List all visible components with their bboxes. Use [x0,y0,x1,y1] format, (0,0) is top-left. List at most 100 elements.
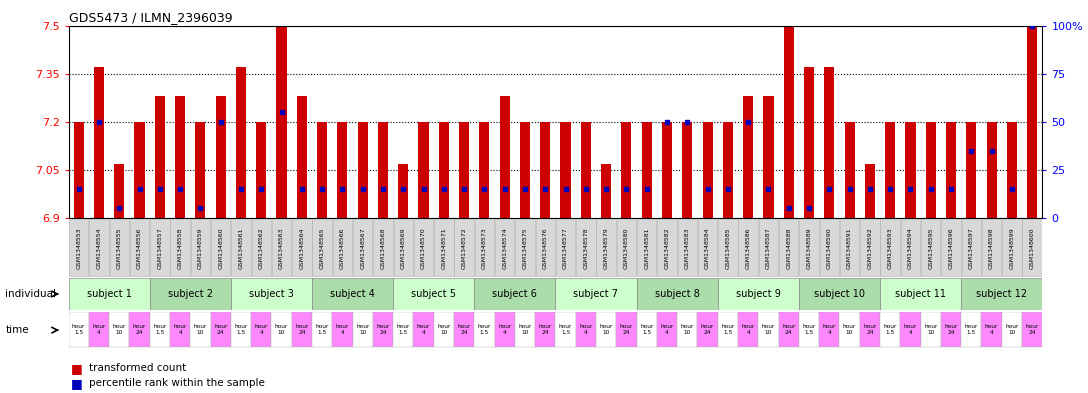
Text: GSM1348573: GSM1348573 [482,227,487,269]
FancyBboxPatch shape [961,312,981,347]
Text: GSM1348560: GSM1348560 [219,227,223,269]
FancyBboxPatch shape [535,312,555,347]
Bar [154,96,165,218]
FancyBboxPatch shape [576,312,596,347]
Text: hour
4: hour 4 [660,324,673,335]
Text: hour
1.5: hour 1.5 [316,324,329,335]
FancyBboxPatch shape [171,219,190,277]
FancyBboxPatch shape [800,219,819,277]
Bar [945,122,956,218]
FancyBboxPatch shape [920,219,940,277]
Text: hour
24: hour 24 [782,324,795,335]
Text: GSM1348582: GSM1348582 [665,227,669,269]
FancyBboxPatch shape [900,312,920,347]
FancyBboxPatch shape [312,278,393,310]
Text: subject 11: subject 11 [895,289,947,299]
Text: hour
1.5: hour 1.5 [802,324,816,335]
Bar [297,96,307,218]
Text: GSM1348599: GSM1348599 [1010,227,1014,269]
FancyBboxPatch shape [738,312,758,347]
Text: hour
24: hour 24 [457,324,471,335]
FancyBboxPatch shape [556,219,576,277]
Text: ■: ■ [71,376,83,390]
Bar [74,122,84,218]
Text: subject 6: subject 6 [493,289,537,299]
FancyBboxPatch shape [941,219,961,277]
FancyBboxPatch shape [799,312,819,347]
Text: GSM1348595: GSM1348595 [928,227,934,269]
Bar [459,122,469,218]
FancyBboxPatch shape [89,219,109,277]
Text: hour
10: hour 10 [356,324,370,335]
FancyBboxPatch shape [516,219,534,277]
Text: GSM1348566: GSM1348566 [339,227,345,269]
Bar [175,96,185,218]
FancyBboxPatch shape [413,312,434,347]
FancyBboxPatch shape [981,219,1001,277]
Text: hour
10: hour 10 [762,324,775,335]
FancyBboxPatch shape [373,219,393,277]
Text: subject 7: subject 7 [573,289,618,299]
Text: GSM1348553: GSM1348553 [76,227,82,269]
FancyBboxPatch shape [353,219,372,277]
FancyBboxPatch shape [474,278,555,310]
FancyBboxPatch shape [271,312,292,347]
Text: hour
1.5: hour 1.5 [559,324,572,335]
FancyBboxPatch shape [819,312,840,347]
Text: GSM1348575: GSM1348575 [522,227,528,269]
FancyBboxPatch shape [231,312,251,347]
FancyBboxPatch shape [454,312,474,347]
FancyBboxPatch shape [636,312,657,347]
FancyBboxPatch shape [110,219,129,277]
Bar [499,96,510,218]
FancyBboxPatch shape [413,219,433,277]
Bar [114,163,124,218]
Text: hour
24: hour 24 [944,324,957,335]
FancyBboxPatch shape [981,312,1002,347]
FancyBboxPatch shape [718,278,799,310]
Bar [844,122,855,218]
FancyBboxPatch shape [251,219,271,277]
Text: GSM1348561: GSM1348561 [238,227,244,269]
FancyBboxPatch shape [69,219,88,277]
Text: hour
1.5: hour 1.5 [640,324,654,335]
Text: ■: ■ [71,362,83,375]
Text: hour
10: hour 10 [518,324,532,335]
Text: hour
1.5: hour 1.5 [234,324,248,335]
Text: hour
4: hour 4 [579,324,593,335]
Bar [438,122,449,218]
Bar [703,122,713,218]
Bar [642,122,652,218]
Text: hour
4: hour 4 [417,324,430,335]
FancyBboxPatch shape [1002,312,1022,347]
Text: GSM1348590: GSM1348590 [827,227,832,269]
Bar [987,122,997,218]
Text: hour
1.5: hour 1.5 [72,324,85,335]
Text: GSM1348555: GSM1348555 [116,227,122,269]
Bar [926,122,936,218]
FancyBboxPatch shape [616,312,636,347]
Text: hour
10: hour 10 [194,324,207,335]
Text: time: time [5,325,29,335]
Text: GSM1348572: GSM1348572 [461,227,467,269]
FancyBboxPatch shape [779,219,799,277]
Bar [783,26,794,218]
FancyBboxPatch shape [251,312,271,347]
Text: hour
1.5: hour 1.5 [721,324,734,335]
Text: GSM1348562: GSM1348562 [259,227,263,269]
FancyBboxPatch shape [312,312,332,347]
Text: hour
10: hour 10 [681,324,694,335]
Text: GDS5473 / ILMN_2396039: GDS5473 / ILMN_2396039 [69,11,232,24]
Bar [1027,26,1037,218]
Text: hour
4: hour 4 [336,324,349,335]
FancyBboxPatch shape [880,278,961,310]
FancyBboxPatch shape [941,312,961,347]
Bar [581,122,591,218]
Text: hour
10: hour 10 [924,324,938,335]
Text: hour
10: hour 10 [112,324,126,335]
Text: GSM1348569: GSM1348569 [400,227,406,269]
Text: GSM1348578: GSM1348578 [583,227,589,269]
FancyBboxPatch shape [170,312,190,347]
FancyBboxPatch shape [292,312,312,347]
FancyBboxPatch shape [678,219,697,277]
